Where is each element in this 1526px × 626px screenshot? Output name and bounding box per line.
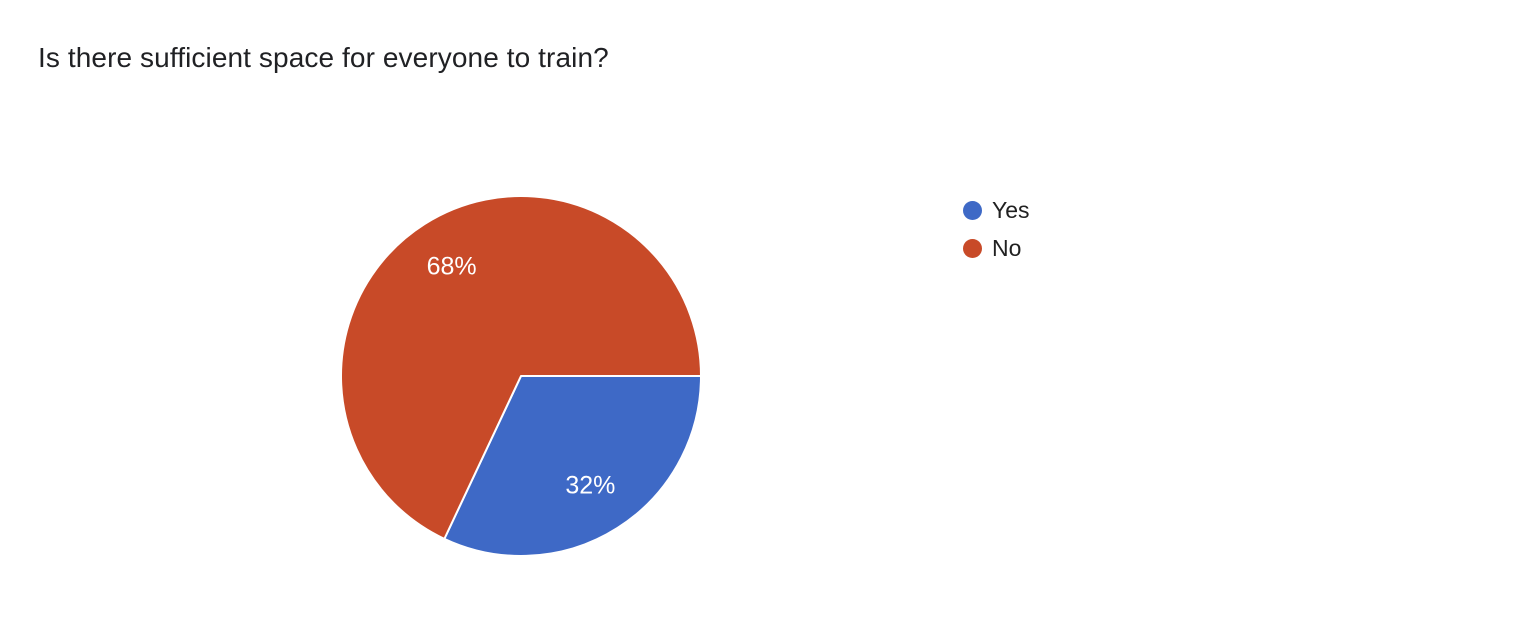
legend-label-no: No [992, 234, 1022, 261]
legend-label-yes: Yes [992, 196, 1030, 223]
pie-chart-svg: 32% 68% [340, 195, 702, 557]
legend: Yes No [963, 191, 1030, 267]
legend-swatch-no-icon [963, 238, 982, 258]
slice-label-no: 68% [427, 253, 477, 281]
question-title: Is there sufficient space for everyone t… [38, 42, 609, 73]
legend-item-yes: Yes [963, 191, 1030, 229]
pie-slice-yes [443, 375, 702, 557]
legend-item-no: No [963, 229, 1030, 267]
pie-chart: 32% 68% [321, 176, 721, 576]
pie-slice-no [340, 195, 702, 540]
legend-swatch-yes-icon [963, 200, 982, 220]
slice-label-yes: 32% [565, 471, 615, 499]
